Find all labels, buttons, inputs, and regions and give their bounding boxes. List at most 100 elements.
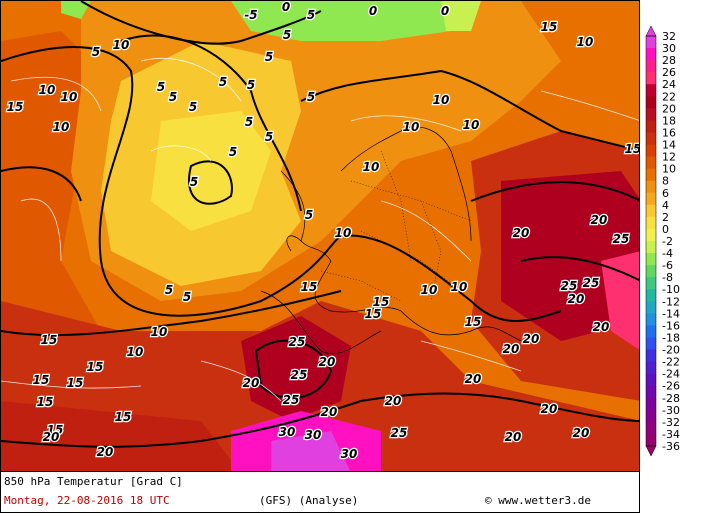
contour-label: 20 — [503, 342, 520, 356]
legend-swatch — [646, 204, 656, 218]
contour-label: 10 — [39, 83, 56, 97]
contour-label: 15 — [365, 307, 382, 321]
contour-label: 5 — [265, 130, 273, 144]
contour-label: 20 — [97, 445, 114, 459]
contour-label: 5 — [189, 100, 197, 114]
contour-label: 10 — [421, 283, 438, 297]
thin-isotherms — [1, 58, 639, 402]
temperature-field-iberia — [241, 316, 351, 421]
contour-label: 5 — [229, 145, 237, 159]
contour-label: 20 — [243, 376, 260, 390]
legend-swatch — [646, 120, 656, 133]
contour-label: 5 — [245, 115, 253, 129]
contour-label: 5 — [219, 75, 227, 89]
legend-swatch — [646, 60, 656, 73]
contour-label: 20 — [591, 213, 608, 227]
model-label: (GFS) (Analyse) — [259, 494, 359, 507]
contour-label: 0 — [369, 4, 377, 18]
contour-label: 20 — [593, 320, 610, 334]
legend-swatch — [646, 216, 656, 230]
contour-label: 15 — [37, 395, 54, 409]
temperature-field-southwest — [1, 401, 240, 471]
contour-label: 5 — [305, 208, 313, 222]
contour-label: 15 — [373, 295, 390, 309]
contour-label: 25 — [583, 276, 600, 290]
legend-label: -12 — [662, 295, 680, 308]
legend-label: 12 — [662, 151, 676, 164]
contour-label: 15 — [115, 410, 132, 424]
legend-swatch — [646, 241, 656, 254]
contour-label: 5 — [283, 28, 291, 42]
legend-swatch — [646, 433, 656, 447]
contour-label: 5 — [247, 78, 255, 92]
contour-label: 15 — [7, 100, 24, 114]
legend-label: 22 — [662, 90, 676, 103]
contour-label: 15 — [33, 373, 50, 387]
contour-label: 20 — [505, 430, 522, 444]
legend-label: 18 — [662, 114, 676, 127]
contour-label: 30 — [305, 428, 322, 442]
legend-label: 10 — [662, 163, 676, 176]
contour-label: 25 — [391, 426, 408, 440]
legend-swatch — [646, 96, 656, 109]
legend-label: 26 — [662, 66, 676, 79]
legend-swatch — [646, 277, 656, 290]
legend-swatch — [646, 108, 656, 121]
contour-label: 10 — [451, 280, 468, 294]
legend-swatch — [646, 385, 656, 399]
legend-label: 8 — [662, 175, 669, 188]
temperature-field-arctic-east — [441, 1, 481, 31]
contour-label: 5 — [307, 90, 315, 104]
contour-label: 10 — [577, 35, 594, 49]
contour-label: 15 — [47, 423, 64, 437]
legend-swatch — [646, 132, 656, 146]
legend-label: -6 — [662, 259, 673, 272]
legend-top-arrow — [645, 25, 657, 37]
temperature-field-sahara-peak — [271, 431, 351, 471]
temperature-field-arctic-west — [61, 1, 91, 19]
legend-swatch — [646, 397, 656, 411]
legend-label: -16 — [662, 319, 680, 332]
legend-swatch — [646, 144, 656, 158]
contour-label: 5 — [169, 90, 177, 104]
source-credit: © www.wetter3.de — [485, 494, 591, 507]
legend-outline — [645, 35, 657, 447]
legend-label: -26 — [662, 380, 680, 393]
contour-label: 10 — [335, 226, 352, 240]
legend-swatch — [646, 325, 656, 338]
legend-swatch — [646, 421, 656, 435]
legend-swatch — [646, 253, 656, 266]
legend-label: -28 — [662, 392, 680, 405]
legend-label: 32 — [662, 30, 676, 43]
legend-swatch — [646, 228, 656, 242]
contour-label: -5 — [244, 8, 257, 22]
contour-label: 10 — [151, 325, 168, 339]
country-borders — [320, 150, 472, 302]
legend-label: -10 — [662, 283, 680, 296]
legend-label: -4 — [662, 247, 673, 260]
contour-label: 15 — [67, 376, 84, 390]
temperature-field-east-hot — [501, 171, 639, 341]
legend-scale: 32302826242220181614121086420-2-4-6-8-10… — [645, 25, 680, 457]
contour-label: 25 — [613, 232, 630, 246]
contour-label: 10 — [463, 118, 480, 132]
legend-label: -22 — [662, 356, 680, 369]
contour-label: 15 — [625, 142, 640, 156]
contour-label: 15 — [87, 360, 104, 374]
legend-label: 4 — [662, 199, 669, 212]
legend-label: 24 — [662, 78, 676, 91]
legend-swatch — [646, 409, 656, 423]
temperature-field-west — [1, 31, 101, 341]
color-legend: 32 30 28 26 24 22 20 18 16 14 12 10 8 6 4 2 0 -2 -4 -6 -8 -10… — [644, 0, 704, 472]
contour-label: 15 — [301, 280, 318, 294]
contour-label: 25 — [289, 335, 306, 349]
contour-label: 10 — [363, 160, 380, 174]
contour-label: 20 — [43, 430, 60, 444]
contour-label: 5 — [92, 45, 100, 59]
contour-label: 20 — [541, 402, 558, 416]
legend-label: 30 — [662, 42, 676, 55]
coastlines — [260, 126, 522, 355]
temperature-field-arctic — [231, 1, 451, 41]
contour-label: 20 — [385, 394, 402, 408]
